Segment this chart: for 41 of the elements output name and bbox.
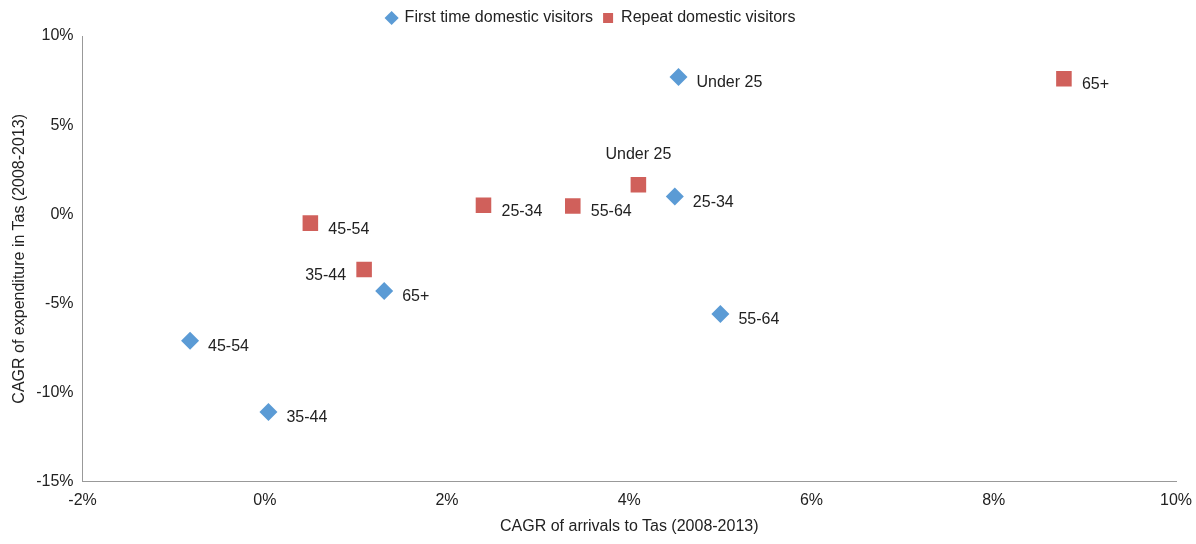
x-tick-label: 8% (982, 490, 1006, 508)
y-tick-label: 5% (50, 115, 74, 133)
legend-label: Repeat domestic visitors (621, 8, 796, 26)
x-tick-label: 10% (1159, 490, 1193, 508)
annotation: 55-64 (590, 202, 632, 220)
point (356, 261, 372, 278)
y-tick-label: 0% (50, 204, 74, 222)
annotation: Under 25 (605, 145, 672, 163)
point (302, 215, 319, 231)
annotation: 45-54 (208, 337, 250, 355)
y-axis-title: CAGR of expenditure in Tas (2008-2013) (10, 113, 28, 404)
y-tick-label: -15% (36, 472, 74, 490)
point (1056, 71, 1072, 87)
annotation: 25-34 (692, 192, 734, 210)
x-tick-label: 4% (617, 490, 641, 508)
annotation: Under 25 (696, 73, 763, 91)
point (665, 187, 684, 206)
point (475, 197, 492, 214)
y-tick-label: -10% (36, 382, 74, 400)
y-tick-label: 10% (41, 26, 74, 44)
legend-label: First time domestic visitors (404, 8, 594, 26)
annotation: 25-34 (501, 201, 543, 219)
annotation: 45-54 (328, 219, 370, 237)
point (630, 177, 647, 193)
x-tick-label: 2% (435, 490, 459, 508)
x-tick-label: 6% (799, 490, 824, 508)
point (565, 198, 581, 214)
annotation: 35-44 (305, 265, 347, 283)
annotation: 65+ (402, 287, 430, 305)
x-tick-label: 0% (253, 490, 277, 508)
point (259, 403, 278, 422)
y-tick-label: -5% (45, 293, 74, 311)
annotation: 65+ (1081, 75, 1110, 93)
point (711, 305, 730, 324)
annotation: 55-64 (738, 310, 780, 328)
annotation: 35-44 (286, 408, 328, 426)
point (375, 281, 394, 300)
x-axis-title: CAGR of arrivals to Tas (2008-2013) (500, 516, 759, 534)
x-tick-label: -2% (68, 490, 97, 508)
point (181, 331, 200, 350)
point (669, 68, 688, 86)
